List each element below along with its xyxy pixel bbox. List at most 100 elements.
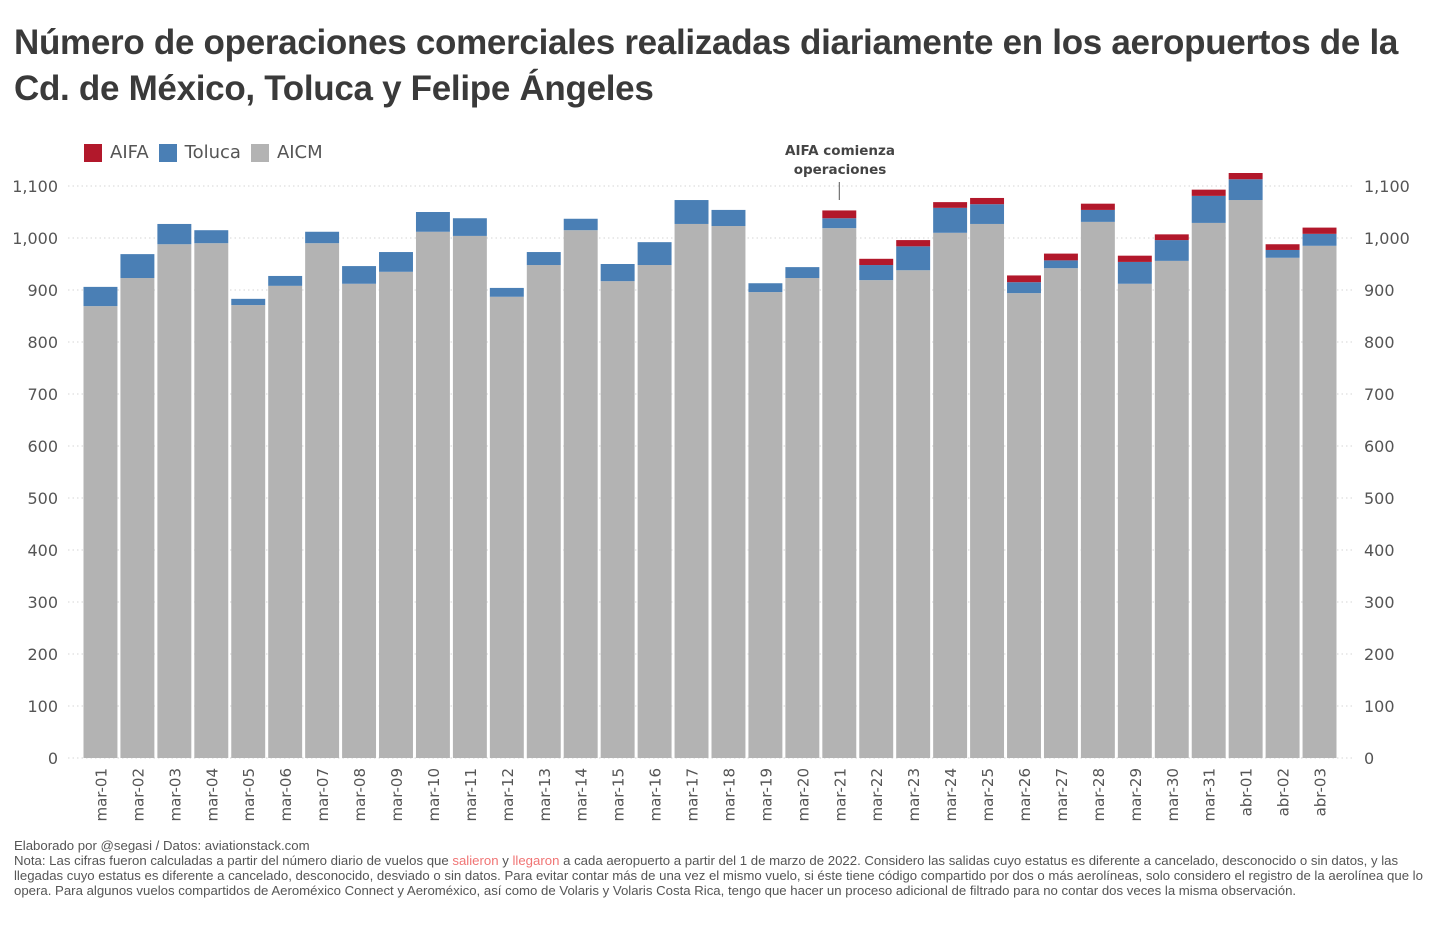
x-tick-label: mar-24 — [942, 768, 960, 822]
y-tick-label-right: 1,100 — [1364, 177, 1410, 196]
bar-toluca — [120, 254, 155, 279]
bar-aicm — [1007, 293, 1041, 758]
x-tick-label: mar-13 — [536, 768, 554, 822]
y-tick-label-right: 500 — [1364, 489, 1395, 508]
y-tick-label-right: 200 — [1364, 645, 1395, 664]
bar-toluca — [1228, 179, 1263, 201]
legend-label-toluca: Toluca — [184, 142, 241, 163]
bar-aicm — [305, 243, 340, 758]
bar-aicm — [785, 278, 820, 758]
x-tick-label: mar-18 — [720, 768, 738, 822]
x-tick-label: mar-14 — [573, 768, 591, 822]
bar-aicm — [120, 278, 155, 758]
bar-aicm — [415, 231, 450, 758]
y-tick-label-left: 800 — [27, 333, 58, 352]
bar-toluca — [600, 264, 635, 282]
bar-aifa — [933, 202, 968, 208]
y-tick-label-right: 400 — [1364, 541, 1395, 560]
bar-aifa — [1154, 234, 1189, 241]
bar-toluca — [415, 212, 450, 232]
bar-aicm — [268, 285, 303, 758]
x-tick-label: mar-03 — [166, 768, 184, 822]
x-tick-label: mar-22 — [868, 768, 886, 822]
bar-aicm — [489, 296, 524, 758]
bar-toluca — [1117, 261, 1152, 284]
bar-aicm — [822, 228, 857, 758]
x-tick-label: mar-21 — [831, 768, 849, 822]
footer-note: Nota: Las cifras fueron calculadas a par… — [14, 853, 1424, 898]
bar-toluca — [194, 230, 229, 244]
footer: Elaborado por @segasi / Datos: aviations… — [14, 838, 1424, 898]
bar-aicm — [1043, 268, 1078, 758]
bar-toluca — [83, 286, 118, 307]
annotation-aifa-start: AIFA comienza operaciones — [770, 142, 910, 180]
bar-toluca — [1191, 195, 1226, 223]
bar-aicm — [1191, 222, 1226, 759]
bar-aifa — [1228, 173, 1263, 180]
annotation-line-2: operaciones — [793, 162, 887, 178]
y-tick-label-right: 800 — [1364, 333, 1395, 352]
bar-toluca — [563, 218, 598, 231]
x-tick-label: mar-10 — [425, 768, 443, 822]
bar-toluca — [1154, 240, 1189, 261]
bar-toluca — [1007, 282, 1041, 294]
y-tick-label-left: 100 — [27, 697, 58, 716]
bar-toluca — [1080, 209, 1115, 222]
bar-toluca — [157, 223, 192, 245]
bar-toluca — [452, 218, 487, 236]
bar-aicm — [526, 265, 561, 758]
bar-aicm — [1228, 200, 1263, 758]
x-tick-label: mar-29 — [1127, 768, 1145, 822]
x-tick-label: mar-06 — [277, 768, 295, 822]
y-tick-label-left: 600 — [27, 437, 58, 456]
x-tick-label: abr-02 — [1275, 768, 1293, 816]
bar-toluca — [970, 204, 1005, 224]
bar-toluca — [342, 266, 377, 284]
bar-toluca — [379, 252, 413, 272]
bar-toluca — [859, 265, 894, 281]
y-tick-label-right: 0 — [1364, 749, 1374, 768]
x-tick-label: mar-30 — [1164, 768, 1182, 822]
bar-toluca — [526, 252, 561, 266]
bar-aicm — [1265, 257, 1300, 758]
bar-aicm — [452, 235, 487, 759]
y-tick-label-left: 0 — [48, 749, 58, 768]
y-tick-label-right: 100 — [1364, 697, 1395, 716]
x-tick-label: abr-01 — [1238, 768, 1256, 816]
legend-swatch-aifa — [84, 143, 102, 162]
y-tick-label-left: 1,100 — [12, 177, 58, 196]
y-tick-label-left: 1,000 — [12, 229, 58, 248]
bar-aifa — [1265, 244, 1300, 250]
note-text-1: Nota: Las cifras fueron calculadas a par… — [14, 853, 453, 868]
bar-toluca — [785, 267, 820, 279]
x-tick-label: mar-15 — [610, 768, 628, 822]
bar-aicm — [194, 243, 229, 758]
annotation-line-1: AIFA comienza — [785, 143, 895, 159]
bar-toluca — [711, 209, 746, 227]
bar-toluca — [1265, 249, 1300, 258]
y-tick-label-right: 1,000 — [1364, 229, 1410, 248]
y-tick-label-right: 600 — [1364, 437, 1395, 456]
legend-item-aicm: AICM — [250, 142, 323, 163]
note-highlight-llegaron: llegaron — [512, 853, 560, 868]
y-tick-label-left: 900 — [27, 281, 58, 300]
bar-aifa — [970, 197, 1005, 205]
y-tick-label-right: 900 — [1364, 281, 1395, 300]
bar-aicm — [933, 232, 968, 759]
x-tick-label: mar-17 — [684, 768, 702, 822]
bar-aifa — [1302, 227, 1337, 234]
bar-toluca — [674, 200, 709, 224]
x-tick-label: mar-25 — [979, 768, 997, 822]
bar-aifa — [1007, 275, 1041, 283]
legend-label-aicm: AICM — [276, 142, 323, 163]
bar-aicm — [231, 305, 266, 758]
bar-toluca — [231, 298, 266, 306]
legend-label-aifa: AIFA — [110, 142, 149, 163]
bar-toluca — [748, 283, 783, 293]
x-tick-label: mar-01 — [92, 768, 110, 822]
bar-toluca — [822, 218, 857, 229]
bar-aicm — [563, 230, 598, 758]
bar-aicm — [342, 283, 377, 758]
bar-aicm — [1302, 245, 1337, 759]
bar-aicm — [157, 244, 192, 758]
